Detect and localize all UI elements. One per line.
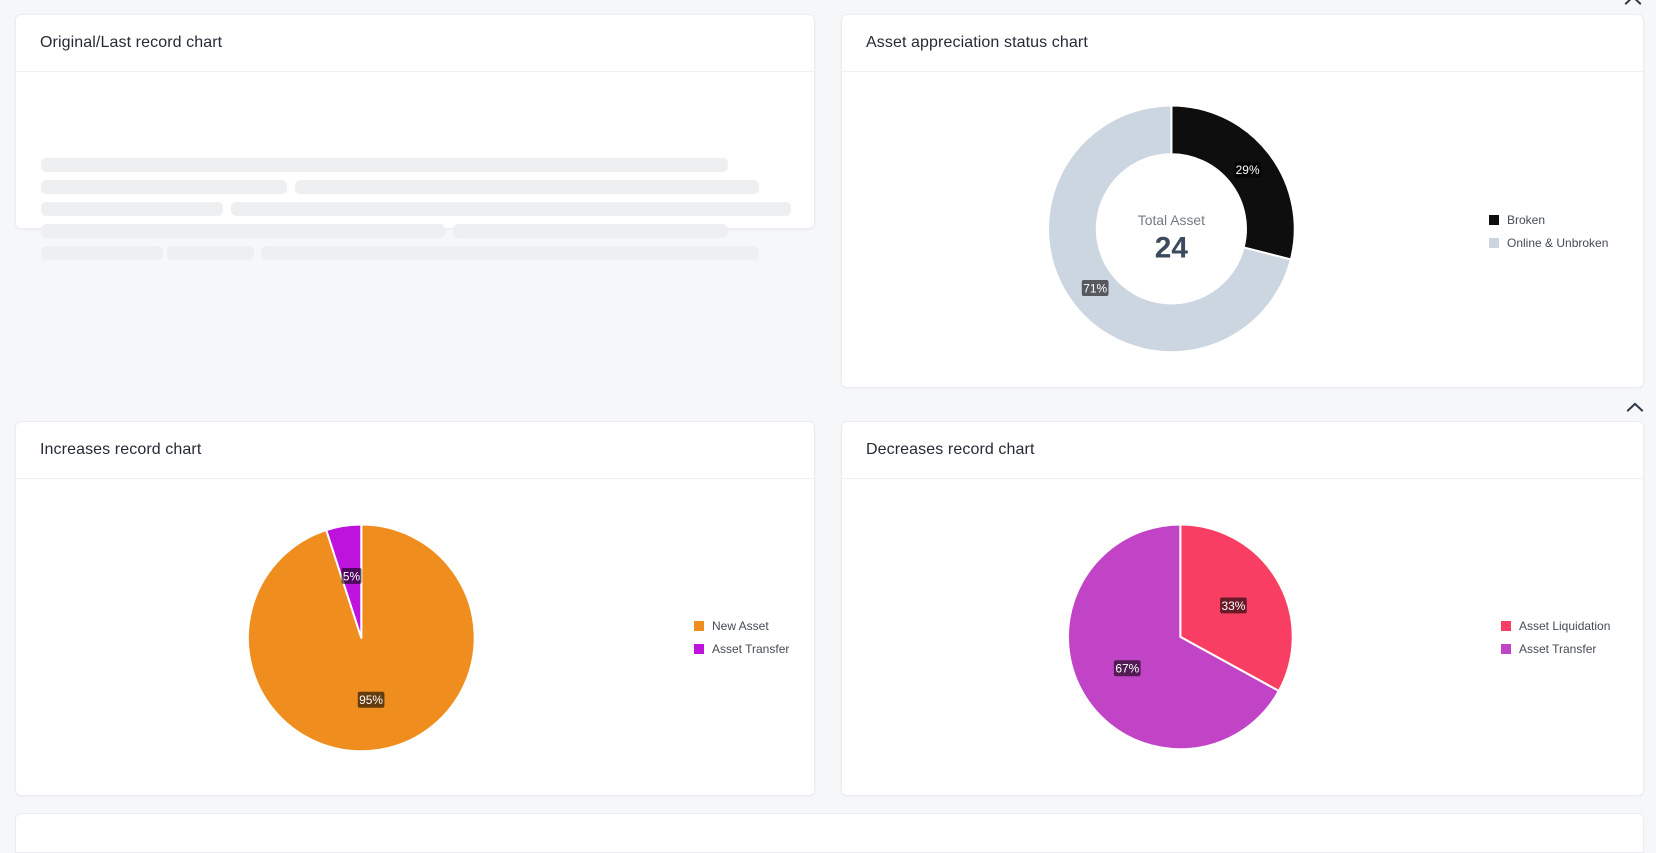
slice-percent-label-box: [1081, 280, 1109, 296]
legend-item-asset-transfer[interactable]: Asset Transfer: [694, 639, 789, 658]
slice-percent-label: 95%: [359, 693, 383, 707]
skeleton-row: [16, 202, 814, 216]
legend-swatch: [1501, 620, 1511, 631]
legend-label: Asset Transfer: [712, 641, 790, 656]
panel-increases-record: Increases record chart 95% 5% New Asset A…: [15, 421, 815, 796]
skeleton-row: [16, 224, 814, 238]
chart-legend: New Asset Asset Transfer: [694, 616, 789, 658]
panel-title: Asset appreciation status chart: [866, 34, 1088, 51]
legend-item-asset-liquidation[interactable]: Asset Liquidation: [1501, 616, 1610, 635]
collapse-chevron-top-icon[interactable]: [1624, 0, 1642, 5]
pie-slice-online-unbroken[interactable]: [1047, 104, 1292, 354]
legend-label: Broken: [1507, 212, 1546, 227]
slice-percent-label: 67%: [1115, 662, 1139, 676]
skeleton-bar: [41, 158, 728, 172]
slice-percent-label-box: [1234, 161, 1261, 178]
legend-swatch: [1489, 214, 1499, 225]
legend-swatch: [1501, 643, 1511, 654]
panel-asset-status: Asset appreciation status chart 29% 71% To…: [841, 14, 1644, 388]
slice-percent-label-box: [341, 567, 362, 584]
loading-skeleton: [16, 158, 814, 260]
legend-item-broken[interactable]: Broken: [1489, 210, 1608, 229]
pie-slice-new-asset[interactable]: [246, 523, 476, 753]
slice-percent-label: 33%: [1221, 599, 1245, 613]
skeleton-row: [16, 180, 814, 194]
slice-percent-label: 5%: [343, 569, 361, 583]
skeleton-bar: [41, 246, 163, 260]
panel-title: Increases record chart: [40, 441, 202, 458]
skeleton-bar: [41, 224, 445, 238]
asset-status-donut-chart[interactable]: 29% 71% Total Asset 24: [842, 15, 1643, 387]
panel-title: Original/Last record chart: [40, 34, 223, 51]
donut-center-label: Total Asset: [1138, 212, 1205, 228]
legend-item-online-unbroken[interactable]: Online & Unbroken: [1489, 233, 1608, 252]
panel-header: Original/Last record chart: [16, 15, 814, 72]
legend-swatch: [694, 643, 704, 654]
legend-label: Asset Transfer: [1519, 641, 1597, 656]
legend-swatch: [694, 620, 704, 631]
skeleton-bar: [453, 224, 728, 238]
skeleton-row: [16, 158, 814, 172]
slice-percent-label-box: [357, 691, 385, 708]
panel-original-last-record: Original/Last record chart: [15, 14, 815, 260]
legend-label: Asset Liquidation: [1519, 618, 1611, 633]
slice-percent-label-box: [1220, 597, 1247, 614]
slice-percent-label-box: [1113, 660, 1141, 677]
skeleton-bar: [261, 246, 759, 260]
increases-pie-chart[interactable]: 95% 5%: [16, 422, 814, 795]
legend-item-new-asset[interactable]: New Asset: [694, 616, 789, 635]
slice-percent-label: 71%: [1083, 281, 1107, 295]
donut-center-value: 24: [1155, 232, 1189, 265]
panel-header: Increases record chart: [16, 422, 814, 479]
skeleton-bar: [167, 246, 254, 260]
skeleton-bar: [231, 202, 791, 216]
skeleton-row: [16, 246, 814, 260]
chart-legend: Broken Online & Unbroken: [1489, 210, 1608, 252]
panel-header: Decreases record chart: [842, 422, 1643, 479]
panel-header: Asset appreciation status chart: [842, 15, 1643, 72]
next-panel-partial: [15, 813, 1644, 853]
legend-swatch: [1489, 237, 1499, 248]
pie-slice-broken[interactable]: [1170, 104, 1296, 261]
collapse-chevron-row-icon[interactable]: [1626, 402, 1644, 412]
legend-item-asset-transfer[interactable]: Asset Transfer: [1501, 639, 1610, 658]
skeleton-bar: [295, 180, 759, 194]
slice-percent-label: 29%: [1236, 163, 1260, 177]
panel-title: Decreases record chart: [866, 441, 1035, 458]
legend-label: New Asset: [712, 618, 769, 633]
legend-label: Online & Unbroken: [1507, 235, 1609, 250]
pie-slice-asset-transfer[interactable]: [1066, 523, 1280, 751]
panel-decreases-record: Decreases record chart 33% 67% Asset Liqu…: [841, 421, 1644, 796]
skeleton-bar: [41, 180, 287, 194]
decreases-pie-chart[interactable]: 33% 67%: [842, 422, 1643, 795]
chart-legend: Asset Liquidation Asset Transfer: [1501, 616, 1610, 658]
skeleton-bar: [41, 202, 223, 216]
